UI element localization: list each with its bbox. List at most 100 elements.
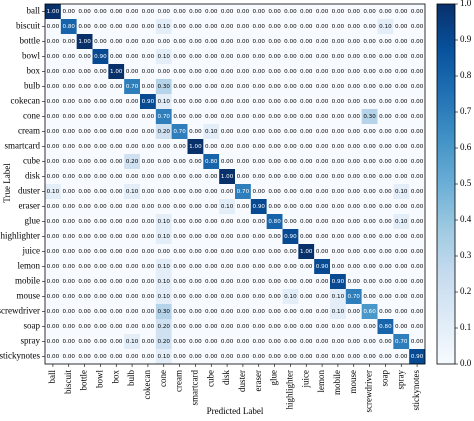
- heatmap-cell: [393, 124, 410, 140]
- heatmap-cell: [155, 94, 172, 110]
- heatmap-cell: [250, 49, 267, 65]
- colorbar-tick-label: 0.1: [460, 322, 471, 332]
- cell-label: 0.00: [63, 324, 76, 330]
- cell-label: 0.10: [395, 219, 408, 225]
- heatmap-cell: [361, 229, 378, 245]
- cell-label: 0.00: [63, 294, 76, 300]
- heatmap-cell: [314, 4, 331, 20]
- heatmap-cell: [108, 79, 125, 95]
- heatmap-cell: [203, 304, 220, 320]
- heatmap-cell: [393, 244, 410, 260]
- cell-label: 0.00: [395, 279, 408, 285]
- heatmap-cell: [266, 229, 283, 245]
- cell-label: 0.00: [126, 234, 139, 240]
- heatmap-cell: [298, 94, 315, 110]
- heatmap-cell: [187, 304, 204, 320]
- heatmap-cell: [282, 229, 299, 245]
- heatmap-cell: [124, 109, 141, 125]
- cell-label: 0.00: [316, 9, 329, 15]
- cell-label: 0.00: [316, 234, 329, 240]
- cell-label: 0.00: [78, 354, 91, 360]
- heatmap-cell: [330, 109, 347, 125]
- cell-label: 0.00: [47, 174, 60, 180]
- heatmap-cell: [235, 199, 252, 215]
- heatmap-cell: [298, 289, 315, 305]
- cell-label: 0.00: [142, 324, 155, 330]
- cell-label: 0.00: [300, 114, 313, 120]
- heatmap-cell: [361, 64, 378, 80]
- heatmap-cell: [45, 334, 62, 350]
- colorbar-tick-label: 0.5: [460, 178, 472, 188]
- heatmap-cell: [203, 34, 220, 50]
- heatmap-cell: [92, 244, 109, 260]
- heatmap-cell: [124, 289, 141, 305]
- heatmap-cell: [45, 154, 62, 170]
- heatmap-cell: [377, 4, 394, 20]
- cell-label: 0.00: [316, 294, 329, 300]
- heatmap-cell: [45, 184, 62, 200]
- heatmap-cell: [219, 4, 236, 20]
- cell-label: 0.00: [411, 69, 424, 75]
- cell-label: 0.00: [189, 354, 202, 360]
- heatmap-cell: [314, 334, 331, 350]
- cell-label: 0.00: [173, 354, 186, 360]
- heatmap-cell: [393, 64, 410, 80]
- cell-label: 0.00: [395, 9, 408, 15]
- cell-label: 0.00: [363, 69, 376, 75]
- heatmap-cell: [345, 49, 362, 65]
- cell-label: 0.00: [94, 324, 107, 330]
- cell-label: 0.00: [363, 234, 376, 240]
- cell-label: 0.00: [411, 204, 424, 210]
- cell-label: 0.00: [363, 174, 376, 180]
- heatmap-cell: [92, 259, 109, 275]
- heatmap-cell: [203, 49, 220, 65]
- heatmap-cell: [108, 304, 125, 320]
- cell-label: 0.00: [395, 174, 408, 180]
- cell-label: 0.00: [237, 9, 250, 15]
- cell-label: 0.00: [142, 189, 155, 195]
- cell-label: 0.00: [189, 114, 202, 120]
- heatmap-cell: [108, 259, 125, 275]
- cell-label: 0.00: [189, 249, 202, 255]
- cell-label: 0.00: [221, 54, 234, 60]
- x-tick-label: bowl: [94, 370, 104, 388]
- cell-label: 0.00: [411, 189, 424, 195]
- cell-label: 0.00: [316, 24, 329, 30]
- heatmap-cell: [219, 184, 236, 200]
- heatmap-cell: [155, 199, 172, 215]
- cell-label: 0.00: [78, 114, 91, 120]
- cell-label: 0.70: [173, 129, 186, 135]
- cell-label: 0.00: [63, 54, 76, 60]
- cell-label: 0.00: [284, 219, 297, 225]
- heatmap-cell: [92, 184, 109, 200]
- heatmap-cell: [314, 94, 331, 110]
- cell-label: 0.00: [110, 129, 123, 135]
- y-tick-label: soap: [24, 321, 41, 331]
- heatmap-cell: [124, 154, 141, 170]
- heatmap-cell: [92, 124, 109, 140]
- heatmap-cell: [140, 199, 157, 215]
- heatmap-cell: [282, 334, 299, 350]
- heatmap-cell: [60, 319, 77, 335]
- cell-label: 0.00: [395, 264, 408, 270]
- cell-label: 0.00: [205, 189, 218, 195]
- heatmap-cell: [330, 214, 347, 230]
- cell-label: 0.00: [158, 69, 171, 75]
- heatmap-cell: [361, 139, 378, 155]
- heatmap-cell: [76, 79, 93, 95]
- cell-label: 0.00: [47, 54, 60, 60]
- heatmap-cell: [76, 334, 93, 350]
- heatmap-cell: [171, 4, 188, 20]
- cell-label: 0.10: [395, 189, 408, 195]
- cell-label: 0.20: [126, 159, 139, 165]
- heatmap-cell: [282, 34, 299, 50]
- heatmap-cell: [60, 79, 77, 95]
- heatmap-cell: [60, 334, 77, 350]
- cell-label: 0.00: [47, 129, 60, 135]
- heatmap-cell: [266, 289, 283, 305]
- heatmap-cell: [282, 19, 299, 35]
- cell-label: 0.00: [300, 99, 313, 105]
- colorbar: [436, 3, 456, 365]
- cell-label: 0.00: [300, 39, 313, 45]
- cell-label: 0.00: [348, 39, 361, 45]
